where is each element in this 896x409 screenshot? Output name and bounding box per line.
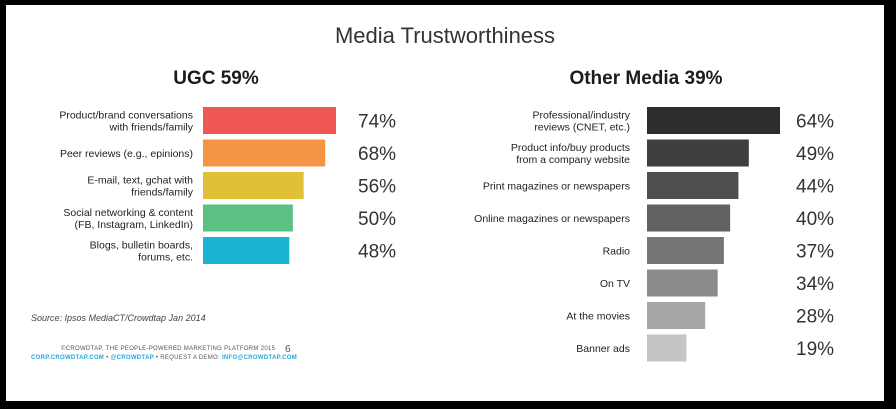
other-category-label: reviews (CNET, etc.) bbox=[534, 122, 630, 134]
ugc-value-label: 56% bbox=[358, 177, 396, 198]
ugc-bar bbox=[203, 237, 290, 264]
other-value-label: 37% bbox=[796, 242, 834, 263]
other-value-label: 44% bbox=[796, 177, 834, 198]
other-value-label: 34% bbox=[796, 274, 834, 295]
footer-separator: • bbox=[153, 355, 161, 361]
footer-copyright: ©CROWDTAP, THE PEOPLE-POWERED MARKETING … bbox=[61, 346, 276, 352]
other-category-label: Print magazines or newspapers bbox=[483, 181, 630, 193]
footer: ©CROWDTAP, THE PEOPLE-POWERED MARKETING … bbox=[31, 345, 297, 363]
ugc-bar bbox=[203, 107, 336, 134]
other-value-label: 40% bbox=[796, 209, 834, 230]
ugc-bar bbox=[203, 172, 304, 199]
ugc-value-label: 48% bbox=[358, 242, 396, 263]
other-bar bbox=[647, 204, 731, 232]
other-category-label: Radio bbox=[603, 246, 631, 258]
other-bar bbox=[647, 139, 749, 167]
ugc-category-label: with friends/family bbox=[109, 122, 194, 134]
other-category-label: Product info/buy products bbox=[511, 142, 630, 154]
ugc-category-label: E-mail, text, gchat with bbox=[87, 175, 193, 187]
other-bar bbox=[647, 107, 780, 134]
ugc-category-label: Social networking & content bbox=[63, 207, 193, 219]
other-category-label: Professional/industry bbox=[533, 110, 631, 122]
other-bar bbox=[647, 334, 687, 362]
other-value-label: 19% bbox=[796, 339, 834, 360]
other-value-label: 64% bbox=[796, 112, 834, 133]
footer-links: CORP.CROWDTAP.COM • @CROWDTAP • REQUEST … bbox=[31, 354, 297, 363]
other-bar bbox=[647, 302, 706, 329]
ugc-category-label: Product/brand conversations bbox=[59, 110, 193, 122]
footer-demo-text: REQUEST A DEMO: bbox=[160, 355, 222, 361]
ugc-category-label: Peer reviews (e.g., epinions) bbox=[60, 148, 193, 160]
footer-email-link[interactable]: INFO@CROWDTAP.COM bbox=[221, 355, 297, 361]
other-category-label: On TV bbox=[600, 278, 630, 290]
other-category-label: At the movies bbox=[566, 311, 630, 323]
source-note: Source: Ipsos MediaCT/Crowdtap Jan 2014 bbox=[31, 313, 206, 323]
other-value-label: 28% bbox=[796, 307, 834, 328]
footer-separator: • bbox=[104, 355, 111, 361]
ugc-value-label: 50% bbox=[358, 209, 396, 230]
ugc-chart-title: UGC 59% bbox=[173, 68, 259, 89]
other-bar bbox=[647, 269, 718, 297]
other-category-label: Online magazines or newspapers bbox=[474, 213, 630, 225]
ugc-category-label: friends/family bbox=[131, 187, 194, 199]
ugc-value-label: 74% bbox=[358, 112, 396, 133]
ugc-bar bbox=[203, 204, 293, 232]
ugc-category-label: forums, etc. bbox=[138, 252, 193, 264]
footer-handle-link[interactable]: @CROWDTAP bbox=[110, 355, 154, 361]
ugc-category-label: (FB, Instagram, LinkedIn) bbox=[75, 219, 193, 231]
page-number: 6 bbox=[285, 344, 291, 355]
slide-title: Media Trustworthiness bbox=[334, 23, 556, 48]
other-bar bbox=[647, 172, 739, 199]
ugc-value-label: 68% bbox=[358, 144, 396, 165]
other-media-chart-title: Other Media 39% bbox=[569, 68, 723, 89]
other-bar bbox=[647, 237, 724, 264]
other-category-label: from a company website bbox=[516, 154, 630, 166]
ugc-bar bbox=[203, 139, 326, 167]
footer-site-link[interactable]: CORP.CROWDTAP.COM bbox=[31, 355, 105, 361]
other-category-label: Banner ads bbox=[576, 343, 630, 355]
ugc-category-label: Blogs, bulletin boards, bbox=[90, 240, 193, 252]
other-value-label: 49% bbox=[796, 144, 834, 165]
slide: Media Trustworthiness UGC 59% Other Medi… bbox=[6, 5, 884, 401]
